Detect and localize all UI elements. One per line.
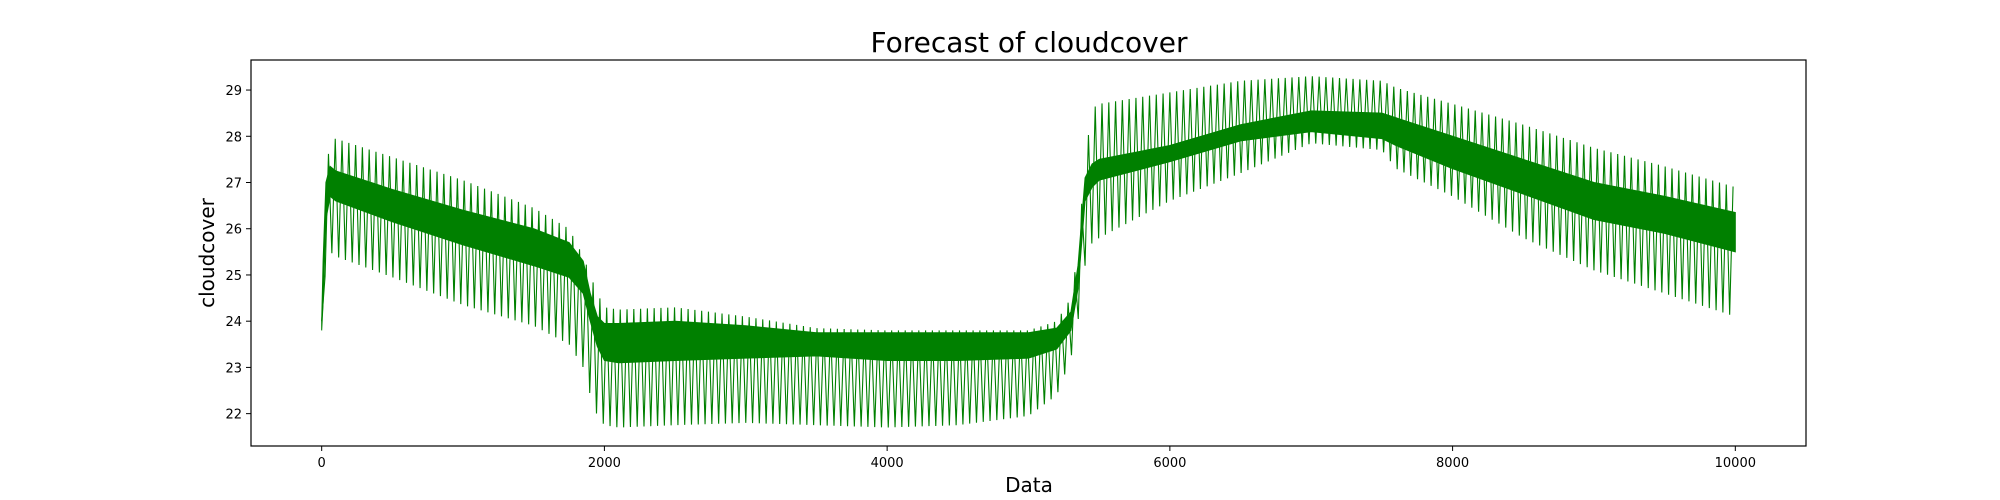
series-core-band: [321, 110, 1736, 364]
y-tick-label: 29: [225, 84, 242, 99]
y-tick-label: 28: [225, 130, 242, 145]
chart-title: Forecast of cloudcover: [871, 26, 1188, 59]
plot-area: [250, 59, 1807, 447]
x-tick-label: 2000: [588, 456, 621, 471]
x-tick-label: 8000: [1436, 456, 1469, 471]
y-tick-label: 24: [225, 315, 242, 330]
x-tick-label: 0: [318, 456, 326, 471]
series-line: [321, 76, 1734, 428]
y-tick-label: 27: [225, 177, 242, 192]
plot-frame: [250, 59, 1807, 447]
x-axis-title: Data: [1005, 473, 1053, 497]
y-tick-label: 25: [225, 269, 242, 284]
y-tick-label: 26: [225, 223, 242, 238]
x-tick-label: 10000: [1715, 456, 1756, 471]
series-layer: [321, 76, 1736, 428]
y-axis: 22 23 24 25 26 27 28 29: [225, 84, 251, 423]
x-tick-label: 4000: [871, 456, 904, 471]
y-tick-label: 23: [225, 361, 242, 376]
y-axis-title: cloudcover: [195, 197, 219, 308]
y-tick-label: 22: [225, 408, 242, 423]
x-axis: 0 2000 4000 6000 8000 10000: [318, 446, 1756, 471]
x-tick-label: 6000: [1153, 456, 1186, 471]
